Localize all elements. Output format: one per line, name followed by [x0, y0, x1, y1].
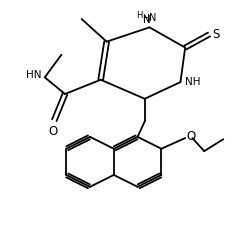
Text: S: S: [213, 28, 220, 41]
Text: HN: HN: [26, 70, 41, 80]
Text: H: H: [136, 11, 142, 20]
Text: N: N: [143, 15, 151, 25]
Text: H: H: [142, 14, 149, 23]
Text: N: N: [149, 13, 157, 23]
Text: O: O: [187, 130, 196, 143]
Text: NH: NH: [185, 77, 201, 87]
Text: O: O: [49, 125, 58, 138]
